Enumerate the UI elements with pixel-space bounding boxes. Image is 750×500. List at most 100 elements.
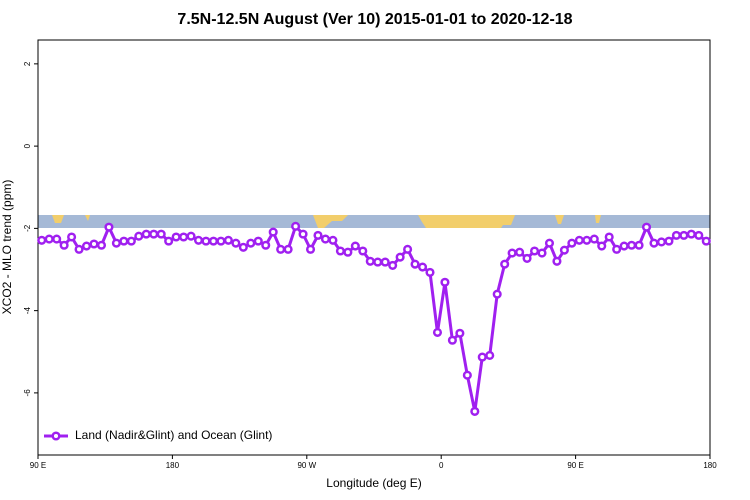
point	[619, 241, 629, 251]
point	[201, 236, 211, 246]
x-axis-label: Longitude (deg E)	[326, 476, 421, 490]
point	[44, 234, 54, 244]
point	[656, 237, 667, 247]
point	[283, 244, 293, 254]
point	[582, 235, 592, 245]
y-tick-label: 0	[23, 143, 32, 148]
point	[126, 236, 136, 246]
point	[291, 221, 301, 231]
point	[641, 222, 652, 232]
point	[425, 267, 435, 277]
point	[328, 235, 338, 245]
point	[686, 229, 696, 239]
point	[552, 256, 562, 266]
point	[395, 252, 405, 262]
point	[216, 236, 226, 246]
point	[365, 256, 375, 266]
point	[403, 244, 413, 254]
point	[537, 248, 547, 258]
point	[432, 327, 443, 337]
map-strip	[38, 215, 710, 228]
point	[589, 234, 599, 244]
point	[246, 238, 256, 248]
point	[208, 236, 219, 246]
y-tick-label: -2	[23, 224, 32, 232]
y-tick-label: 2	[23, 61, 32, 66]
point	[268, 227, 278, 237]
point	[59, 240, 69, 250]
point	[671, 230, 681, 240]
point	[470, 406, 480, 416]
point	[231, 238, 241, 248]
point	[485, 350, 495, 361]
x-tick-label: 180	[703, 461, 717, 470]
point	[574, 235, 584, 245]
point	[492, 289, 502, 299]
x-tick-label: 90 E	[30, 461, 46, 470]
point	[119, 236, 129, 246]
point	[37, 235, 47, 245]
point	[171, 232, 181, 242]
point	[679, 230, 689, 240]
plot-frame	[37, 39, 711, 456]
point	[455, 328, 465, 338]
point	[440, 277, 450, 287]
point	[597, 241, 607, 251]
y-tick-label: -6	[23, 389, 32, 397]
point	[186, 231, 196, 241]
point	[89, 239, 99, 249]
chart-title: 7.5N-12.5N August (Ver 10) 2015-01-01 to…	[177, 11, 572, 28]
point	[223, 235, 233, 245]
point	[305, 244, 316, 254]
point	[373, 257, 383, 267]
y-axis-label: XCO2 - MLO trend (ppm)	[0, 180, 14, 315]
point	[358, 246, 368, 256]
point	[193, 235, 204, 245]
point	[388, 260, 398, 270]
point	[320, 234, 331, 244]
point	[335, 246, 345, 256]
series-line	[41, 223, 708, 412]
point	[515, 247, 525, 257]
point	[149, 229, 159, 239]
x-tick-label: 180	[166, 461, 180, 470]
point	[649, 238, 659, 248]
point	[313, 230, 323, 240]
point	[522, 253, 532, 263]
point	[567, 238, 577, 248]
point	[447, 335, 457, 345]
point	[141, 229, 151, 239]
point	[74, 244, 84, 254]
point	[477, 352, 487, 362]
point	[627, 240, 637, 250]
point	[350, 241, 360, 251]
x-tick-label: 90 W	[297, 461, 316, 470]
point	[612, 244, 622, 254]
point	[134, 231, 144, 241]
point	[253, 236, 263, 246]
point	[164, 236, 174, 246]
point	[410, 259, 420, 269]
legend-marker	[51, 431, 61, 441]
point	[664, 236, 674, 246]
point	[96, 240, 107, 250]
point	[261, 240, 271, 250]
point	[507, 248, 517, 258]
point	[634, 240, 644, 250]
point	[179, 232, 189, 242]
point	[343, 247, 353, 257]
x-tick-label: 90 E	[567, 461, 583, 470]
point	[500, 259, 510, 269]
point	[104, 222, 114, 232]
point	[559, 245, 569, 255]
point	[67, 232, 77, 242]
legend-label: Land (Nadir&Glint) and Ocean (Glint)	[75, 428, 272, 442]
point	[52, 234, 62, 244]
point	[544, 238, 555, 248]
point	[298, 229, 308, 239]
y-tick-label: -4	[23, 307, 32, 315]
point	[81, 241, 92, 251]
point	[380, 257, 390, 267]
point	[604, 232, 614, 242]
